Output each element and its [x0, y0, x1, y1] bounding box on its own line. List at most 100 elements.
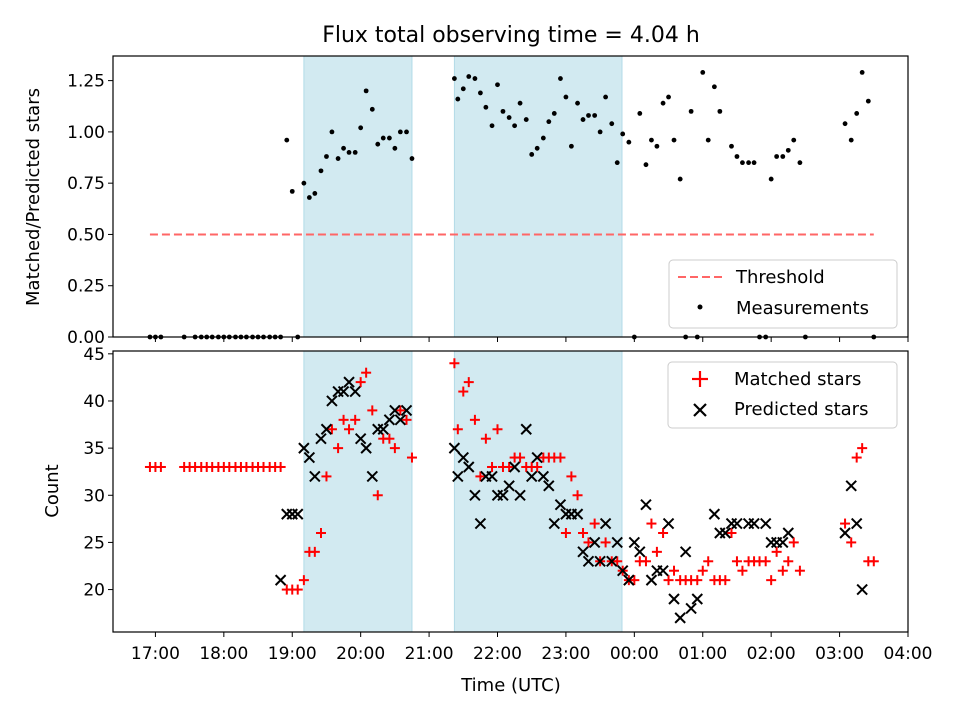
matched-star-point	[315, 527, 326, 538]
matched-star-point	[840, 518, 851, 529]
predicted-star-point	[850, 517, 863, 530]
predicted-star-point	[394, 414, 407, 426]
predicted-star-point	[537, 470, 550, 483]
predicted-star-point	[377, 423, 389, 435]
matched-star-point	[321, 471, 332, 482]
measurement-point	[335, 156, 341, 161]
matched-star-point	[731, 556, 742, 567]
predicted-star-point	[577, 546, 589, 558]
measurement-point	[387, 135, 392, 141]
predicted-star-point	[497, 489, 509, 501]
predicted-legend-icon	[693, 403, 707, 417]
matched-star-point	[384, 433, 395, 444]
top-legend: Threshold Measurements	[668, 259, 898, 329]
predicted-star-point	[366, 470, 379, 483]
matched-star-point	[578, 527, 589, 538]
matched-star-point	[783, 556, 794, 567]
predicted-star-point	[777, 536, 789, 549]
x-tick-label: 23:00	[541, 644, 590, 664]
measurement-point	[529, 152, 535, 157]
x-tick-label: 03:00	[815, 644, 864, 664]
x-tick-label: 00:00	[610, 644, 659, 664]
measurement-point	[643, 162, 649, 168]
x-tick-label: 19:00	[268, 644, 317, 664]
predicted-star-point	[448, 442, 461, 454]
matched-star-point	[292, 584, 303, 595]
predicted-star-point	[360, 442, 372, 454]
observing-span	[303, 350, 413, 633]
matched-star-point	[309, 546, 320, 557]
top-y-tick-label: 0.75	[67, 174, 105, 194]
matched-legend-label: Matched stars	[734, 369, 861, 390]
matched-star-point	[515, 452, 526, 463]
measurement-point	[329, 129, 335, 135]
measurement-point	[660, 100, 666, 106]
x-tick-label: 04:00	[884, 644, 933, 664]
predicted-star-point	[457, 451, 469, 464]
matched-star-point	[629, 575, 640, 586]
measurement-point	[506, 115, 512, 120]
measurement-point	[746, 160, 751, 166]
measurement-point	[620, 131, 626, 137]
bottom-axes-frame	[112, 350, 909, 633]
measurement-point	[575, 100, 580, 106]
predicted-star-point	[281, 508, 293, 520]
predicted-star-point	[640, 498, 652, 511]
measurement-point	[614, 160, 620, 166]
measurement-point	[375, 141, 381, 147]
bottom-y-tick-label: 30	[83, 486, 105, 506]
measurement-point	[289, 188, 295, 194]
measurement-point	[637, 111, 643, 116]
matched-star-point	[469, 414, 480, 425]
predicted-star-point	[274, 574, 287, 586]
matched-star-point	[692, 575, 703, 586]
predicted-star-point	[628, 536, 641, 549]
measurement-point	[358, 125, 364, 131]
matched-star-point	[726, 527, 737, 538]
predicted-star-point	[674, 612, 686, 624]
measurement-point	[717, 108, 723, 114]
top-y-tick-label: 1.25	[67, 72, 105, 92]
x-tick-label: 22:00	[473, 644, 522, 664]
top-y-tick-label: 1.00	[67, 123, 105, 143]
measurement-point	[363, 88, 369, 94]
measurement-point	[451, 76, 457, 81]
predicted-star-point	[708, 508, 721, 520]
matched-star-point	[355, 377, 366, 388]
measurement-point	[495, 82, 500, 88]
matched-star-point	[298, 575, 309, 586]
predicted-star-point	[354, 432, 367, 445]
measurement-point	[312, 191, 318, 196]
predicted-star-point	[714, 527, 726, 539]
matched-star-point	[350, 414, 361, 425]
predicted-star-point	[292, 508, 304, 520]
matched-star-point	[572, 490, 583, 501]
matched-star-point	[651, 546, 662, 557]
predicted-star-point	[554, 498, 567, 511]
measurement-point	[740, 160, 745, 166]
measurement-point	[780, 154, 786, 159]
predicted-star-point	[839, 527, 851, 539]
matched-star-point	[589, 518, 600, 529]
matched-star-point	[458, 386, 469, 397]
predicted-star-point	[548, 517, 560, 530]
measurement-point	[489, 123, 495, 129]
measurement-point	[563, 94, 569, 100]
matched-star-point	[583, 537, 594, 548]
measurement-point	[791, 137, 797, 143]
threshold-legend-label: Threshold	[735, 267, 825, 288]
measurement-point	[654, 143, 660, 149]
predicted-star-point	[588, 536, 601, 549]
measurement-point	[369, 106, 375, 112]
top-axes-frame	[112, 55, 909, 338]
top-y-tick-label: 0.25	[67, 277, 105, 297]
top-panel: 0.00 0.25 0.50 0.75 1.00 1.25 Matched/Predict…	[23, 55, 909, 348]
matched-star-point	[600, 537, 611, 548]
matched-star-point	[555, 452, 566, 463]
measurement-point	[729, 143, 734, 149]
predicted-star-point	[286, 508, 298, 520]
x-tick-label: 20:00	[336, 644, 385, 664]
predicted-star-point	[526, 470, 538, 483]
matched-star-point	[663, 575, 674, 586]
matched-star-point	[737, 565, 748, 576]
